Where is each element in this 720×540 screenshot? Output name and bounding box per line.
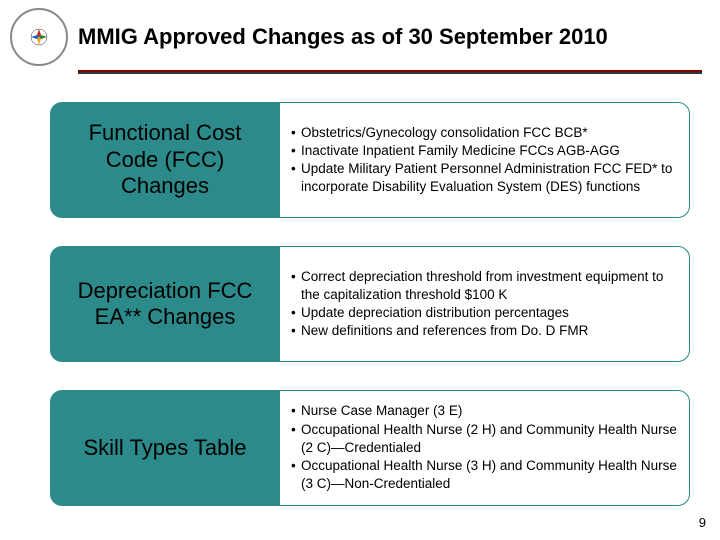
sections-container: Functional Cost Code (FCC) Changes Obste…	[0, 102, 720, 506]
section-row: Depreciation FCC EA** Changes Correct de…	[50, 246, 690, 362]
section-row: Skill Types Table Nurse Case Manager (3 …	[50, 390, 690, 506]
bullet-item: Obstetrics/Gynecology consolidation FCC …	[291, 124, 677, 142]
bullet-item: Inactivate Inpatient Family Medicine FCC…	[291, 142, 677, 160]
bullet-list: Correct depreciation threshold from inve…	[291, 268, 677, 341]
section-content: Correct depreciation threshold from inve…	[268, 246, 690, 362]
section-label: Depreciation FCC EA** Changes	[50, 246, 280, 362]
bullet-item: Nurse Case Manager (3 E)	[291, 402, 677, 420]
bullet-item: Occupational Health Nurse (2 H) and Comm…	[291, 421, 677, 457]
bullet-item: Update depreciation distribution percent…	[291, 304, 677, 322]
section-content: Nurse Case Manager (3 E) Occupational He…	[268, 390, 690, 506]
bullet-list: Obstetrics/Gynecology consolidation FCC …	[291, 124, 677, 197]
section-content: Obstetrics/Gynecology consolidation FCC …	[268, 102, 690, 218]
bullet-item: Update Military Patient Personnel Admini…	[291, 160, 677, 196]
bullet-item: New definitions and references from Do. …	[291, 322, 677, 340]
section-label: Skill Types Table	[50, 390, 280, 506]
section-row: Functional Cost Code (FCC) Changes Obste…	[50, 102, 690, 218]
slide-header: MMIG Approved Changes as of 30 September…	[0, 0, 720, 66]
logo-icon	[10, 8, 68, 66]
bullet-item: Correct depreciation threshold from inve…	[291, 268, 677, 304]
title-underline	[78, 70, 702, 74]
bullet-list: Nurse Case Manager (3 E) Occupational He…	[291, 402, 677, 493]
slide-title: MMIG Approved Changes as of 30 September…	[78, 24, 608, 50]
bullet-item: Occupational Health Nurse (3 H) and Comm…	[291, 457, 677, 493]
page-number: 9	[699, 515, 706, 530]
section-label: Functional Cost Code (FCC) Changes	[50, 102, 280, 218]
